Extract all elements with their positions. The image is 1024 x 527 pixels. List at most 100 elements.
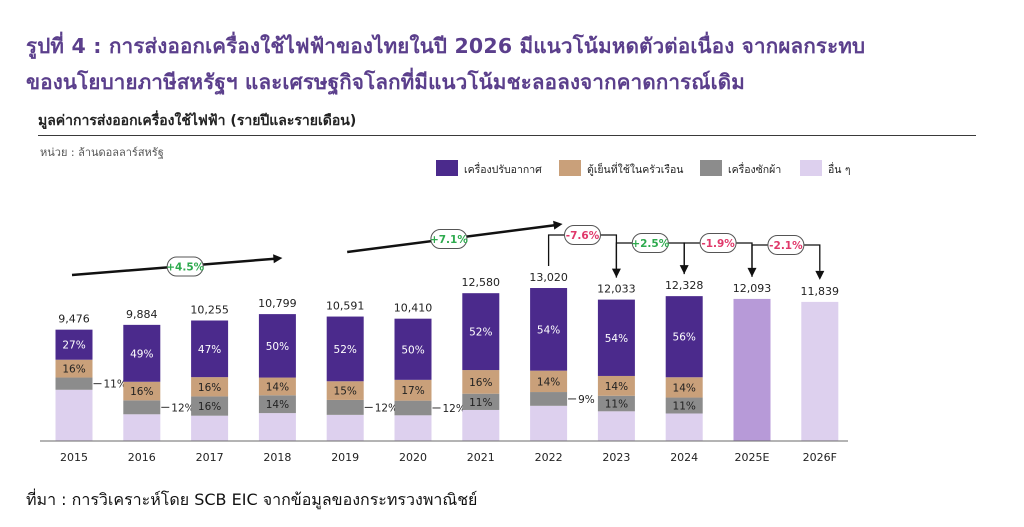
bar-segment-aircon-2020 — [394, 318, 432, 380]
growth-annotations: +4.5% +7.1% -7.6% +2.5% -1.9% -2.1% — [71, 220, 825, 280]
bar-segment-washer-2022 — [530, 392, 568, 406]
bar-segment-fridge-2018 — [258, 377, 296, 396]
share-label-aircon-2021: 52% — [469, 327, 492, 339]
page-title: รูปที่ 4 : การส่งออกเครื่องใช้ไฟฟ้าของไท… — [26, 28, 1006, 100]
trend-arrowhead-shape-1 — [273, 254, 283, 264]
share-label-fridge-2019: 15% — [334, 386, 357, 398]
share-label-washer-2018: 14% — [266, 399, 289, 411]
bar-segment-aircon-2023 — [597, 299, 635, 376]
bar-segment-other-2023 — [597, 411, 635, 441]
bar-segment-washer-2020 — [394, 400, 432, 416]
share-label-washer-2019: 12% — [375, 402, 398, 414]
growth-pill-0 — [166, 256, 204, 277]
share-label-fridge-2018: 14% — [266, 381, 289, 393]
growth-pill-5 — [767, 235, 805, 255]
bar-series: 11%16%27%9,47612%16%49%9,88416%16%47%10,… — [55, 271, 840, 441]
total-label-2016: 9,884 — [126, 308, 158, 321]
bar-segment-washer-2024 — [665, 397, 703, 414]
bar-segment-other-2017 — [191, 415, 229, 441]
growth-label-2: -7.6% — [566, 230, 600, 242]
bar-segment-fridge-2023 — [597, 375, 635, 396]
total-label-2018: 10,799 — [258, 297, 297, 310]
bar-segment-aircon-2022 — [530, 288, 568, 371]
legend-label-1: ตู้เย็นที่ใช้ในครัวเรือน — [587, 162, 684, 176]
x-tick-label-2023: 2023 — [602, 451, 630, 464]
bar-segment-fridge-2020 — [394, 379, 432, 401]
share-label-washer-2022: 9% — [578, 394, 595, 406]
share-label-aircon-2015: 27% — [62, 340, 85, 352]
bracket-arrowhead-5 — [815, 270, 825, 280]
share-label-washer-2015: 11% — [104, 379, 127, 391]
bar-segment-fridge-2017 — [191, 377, 229, 397]
x-tick-label-2018: 2018 — [263, 451, 291, 464]
share-label-washer-2023: 11% — [605, 399, 628, 411]
bar-segment-washer-2019 — [326, 399, 364, 415]
bar-segment-other-2019 — [326, 414, 364, 441]
x-tick-label-2015: 2015 — [60, 451, 88, 464]
bar-segment-washer-2017 — [191, 396, 229, 416]
legend-label-0: เครื่องปรับอากาศ — [464, 162, 542, 176]
growth-label-4: -1.9% — [701, 238, 735, 250]
bar-segment-fridge-2021 — [462, 370, 500, 394]
share-label-fridge-2021: 16% — [469, 377, 492, 389]
total-label-2020: 10,410 — [394, 302, 433, 315]
total-label-2015: 9,476 — [58, 313, 90, 326]
bar-segment-fridge-2015 — [55, 359, 93, 378]
share-label-fridge-2023: 14% — [605, 381, 628, 393]
legend-label-2: เครื่องซักผ้า — [728, 162, 781, 176]
share-label-aircon-2018: 50% — [266, 341, 289, 353]
bar-segment-washer-2018 — [258, 395, 296, 414]
total-label-2025E: 12,093 — [733, 282, 772, 295]
bar-segment-washer-2021 — [462, 393, 500, 410]
bar-segment-aircon-2017 — [191, 320, 229, 378]
x-tick-label-2022: 2022 — [535, 451, 563, 464]
growth-pill-3 — [631, 233, 669, 253]
share-label-washer-2016: 12% — [171, 402, 194, 414]
bar-segment-aircon-2018 — [258, 314, 296, 378]
bar-segment-washer-2023 — [597, 395, 635, 412]
growth-pill-4 — [699, 233, 737, 253]
growth-label-5: -2.1% — [769, 240, 803, 252]
trend-arrowhead-2 — [553, 220, 563, 230]
x-tick-label-2026F: 2026F — [803, 451, 837, 464]
x-tick-label-2017: 2017 — [196, 451, 224, 464]
share-label-washer-2021: 11% — [469, 397, 492, 409]
legend-swatch-0 — [436, 160, 458, 176]
chart-title: มูลค่าการส่งออกเครื่องใช้ไฟฟ้า (รายปีและ… — [38, 113, 357, 129]
bar-segment-fridge-2019 — [326, 381, 364, 400]
title-line-1: รูปที่ 4 : การส่งออกเครื่องใช้ไฟฟ้าของไท… — [26, 34, 866, 58]
bar-segment-other-2015 — [55, 389, 93, 441]
growth-pill-1 — [430, 229, 468, 249]
share-label-fridge-2016: 16% — [130, 386, 153, 398]
share-label-fridge-2020: 17% — [401, 385, 424, 397]
share-label-aircon-2016: 49% — [130, 348, 153, 360]
unit-label: หน่วย : ล้านดอลลาร์สหรัฐ — [40, 146, 164, 159]
title-line-2: ของนโยบายภาษีสหรัฐฯ และเศรษฐกิจโลกที่มีแ… — [26, 70, 746, 94]
x-tick-label-2020: 2020 — [399, 451, 427, 464]
share-label-aircon-2019: 52% — [334, 344, 357, 356]
source-note: ที่มา : การวิเคราะห์โดย SCB EIC จากข้อมู… — [26, 490, 478, 509]
trend-arrowhead-1 — [273, 254, 283, 264]
total-label-2026F: 11,839 — [801, 285, 840, 298]
bar-segment-aircon-2021 — [462, 293, 500, 371]
bar-segment-other-2024 — [665, 413, 703, 441]
bar-total-2026F — [801, 301, 839, 441]
bar-segment-other-2022 — [530, 405, 568, 441]
total-label-2019: 10,591 — [326, 300, 365, 313]
total-label-2021: 12,580 — [462, 276, 501, 289]
bar-segment-other-2016 — [123, 414, 161, 441]
x-tick-label-2025E: 2025E — [735, 451, 770, 464]
growth-label-3: +2.5% — [631, 238, 669, 250]
bar-segment-aircon-2024 — [665, 296, 703, 378]
growth-pill-2 — [564, 225, 601, 245]
bar-segment-aircon-2019 — [326, 316, 364, 382]
share-label-fridge-2024: 14% — [673, 382, 696, 394]
bar-total-2025E — [733, 298, 771, 441]
title-divider — [38, 135, 976, 136]
total-label-2017: 10,255 — [190, 304, 229, 317]
share-label-fridge-2017: 16% — [198, 382, 221, 394]
trend-arrowhead-shape-2 — [553, 220, 563, 230]
x-axis-ticks: 2015 2016 2017 2018 2019 2020 2021 2022 2023 2024… — [60, 451, 837, 464]
share-label-aircon-2017: 47% — [198, 344, 221, 356]
